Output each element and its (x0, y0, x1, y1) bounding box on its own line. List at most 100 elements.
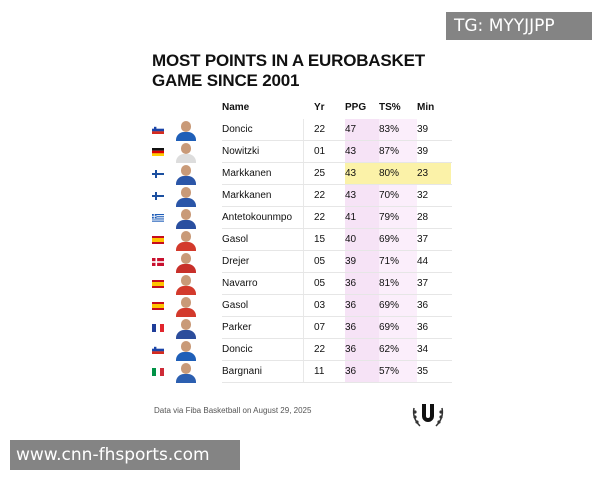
player-avatar (176, 340, 196, 361)
year-value: 22 (314, 344, 326, 355)
min-value: 35 (417, 366, 429, 377)
player-name: Gasol (222, 300, 249, 311)
spain-flag-icon (152, 236, 164, 244)
ppg-value: 36 (345, 322, 357, 333)
player-name: Gasol (222, 234, 249, 245)
player-name: Markkanen (222, 190, 272, 201)
year-value: 15 (314, 234, 326, 245)
watermark-bottom: www.cnn-fhsports.com (10, 440, 240, 470)
player-name: Parker (222, 322, 252, 333)
year-value: 25 (314, 168, 326, 179)
player-avatar (176, 208, 196, 229)
ppg-value: 36 (345, 300, 357, 311)
greece-flag-icon (152, 214, 164, 222)
row-divider (222, 184, 452, 185)
header-yr: Yr (314, 102, 325, 113)
player-name: Bargnani (222, 366, 263, 377)
ppg-value: 43 (345, 146, 357, 157)
ppg-value: 43 (345, 168, 357, 179)
table-row: Doncic 22 47 83% 39 (140, 119, 452, 141)
slovenia-flag-icon (152, 126, 164, 134)
min-value: 23 (417, 168, 429, 179)
denmark-flag-icon (152, 258, 164, 266)
year-value: 05 (314, 278, 326, 289)
ppg-value: 43 (345, 190, 357, 201)
table-body: Doncic 22 47 83% 39 Nowitzki 01 43 87% 39 Markkane… (140, 119, 452, 383)
header-min: Min (417, 102, 435, 113)
min-value: 32 (417, 190, 429, 201)
title-line-2: GAME SINCE 2001 (152, 71, 300, 90)
year-value: 07 (314, 322, 326, 333)
min-value: 28 (417, 212, 429, 223)
row-divider (222, 250, 452, 251)
ts-value: 87% (379, 146, 400, 157)
highlight-bg (345, 163, 451, 185)
row-divider (222, 294, 452, 295)
finland-flag-icon (152, 192, 164, 200)
spain-flag-icon (152, 302, 164, 310)
min-value: 39 (417, 146, 429, 157)
ppg-value: 47 (345, 124, 357, 135)
table-row: Bargnani 11 36 57% 35 (140, 361, 452, 383)
watermark-top: TG: MYYJJPP (446, 12, 592, 40)
ts-value: 83% (379, 124, 400, 135)
ts-value: 79% (379, 212, 400, 223)
table-row: Gasol 03 36 69% 36 (140, 295, 452, 317)
year-value: 11 (314, 366, 325, 377)
table-row: Markkanen 22 43 70% 32 (140, 185, 452, 207)
ppg-value: 41 (345, 212, 357, 223)
ts-value: 62% (379, 344, 400, 355)
year-value: 22 (314, 190, 326, 201)
table-row: Gasol 15 40 69% 37 (140, 229, 452, 251)
player-avatar (176, 274, 196, 295)
spain-flag-icon (152, 280, 164, 288)
ts-value: 70% (379, 190, 400, 201)
player-avatar (176, 252, 196, 273)
header-ppg: PPG (345, 102, 367, 113)
player-avatar (176, 164, 196, 185)
year-value: 22 (314, 124, 326, 135)
ts-value: 57% (379, 366, 400, 377)
min-value: 37 (417, 234, 429, 245)
title-line-1: MOST POINTS IN A EUROBASKET (152, 51, 425, 70)
player-name: Navarro (222, 278, 258, 289)
table-row: Drejer 05 39 71% 44 (140, 251, 452, 273)
ts-value: 80% (379, 168, 400, 179)
min-value: 39 (417, 124, 429, 135)
player-name: Antetokounmpo (222, 212, 293, 223)
header-name: Name (222, 102, 250, 113)
ts-value: 69% (379, 234, 400, 245)
min-value: 36 (417, 300, 429, 311)
year-separator (303, 119, 304, 383)
ts-value: 69% (379, 322, 400, 333)
year-value: 05 (314, 256, 326, 267)
table-row: Parker 07 36 69% 36 (140, 317, 452, 339)
ts-value: 69% (379, 300, 400, 311)
player-name: Doncic (222, 344, 253, 355)
ts-value: 71% (379, 256, 400, 267)
germany-flag-icon (152, 148, 164, 156)
table-row: Nowitzki 01 43 87% 39 (140, 141, 452, 163)
row-divider (222, 338, 452, 339)
france-flag-icon (152, 324, 164, 332)
ts-value: 81% (379, 278, 400, 289)
row-divider (222, 162, 452, 163)
min-value: 34 (417, 344, 429, 355)
ppg-value: 36 (345, 344, 357, 355)
table-row: Markkanen 25 43 80% 23 (140, 163, 452, 185)
row-divider (222, 360, 452, 361)
player-name: Doncic (222, 124, 253, 135)
ppg-value: 39 (345, 256, 357, 267)
row-divider (222, 206, 452, 207)
source-note: Data via Fiba Basketball on August 29, 2… (154, 406, 312, 415)
page-title: MOST POINTS IN A EUROBASKET GAME SINCE 2… (152, 51, 452, 91)
min-value: 37 (417, 278, 429, 289)
ppg-value: 36 (345, 278, 357, 289)
slovenia-flag-icon (152, 346, 164, 354)
finland-flag-icon (152, 170, 164, 178)
u-laurel-logo-icon (412, 404, 444, 427)
table-row: Antetokounmpo 22 41 79% 28 (140, 207, 452, 229)
table-row: Navarro 05 36 81% 37 (140, 273, 452, 295)
min-value: 36 (417, 322, 429, 333)
ppg-value: 40 (345, 234, 357, 245)
